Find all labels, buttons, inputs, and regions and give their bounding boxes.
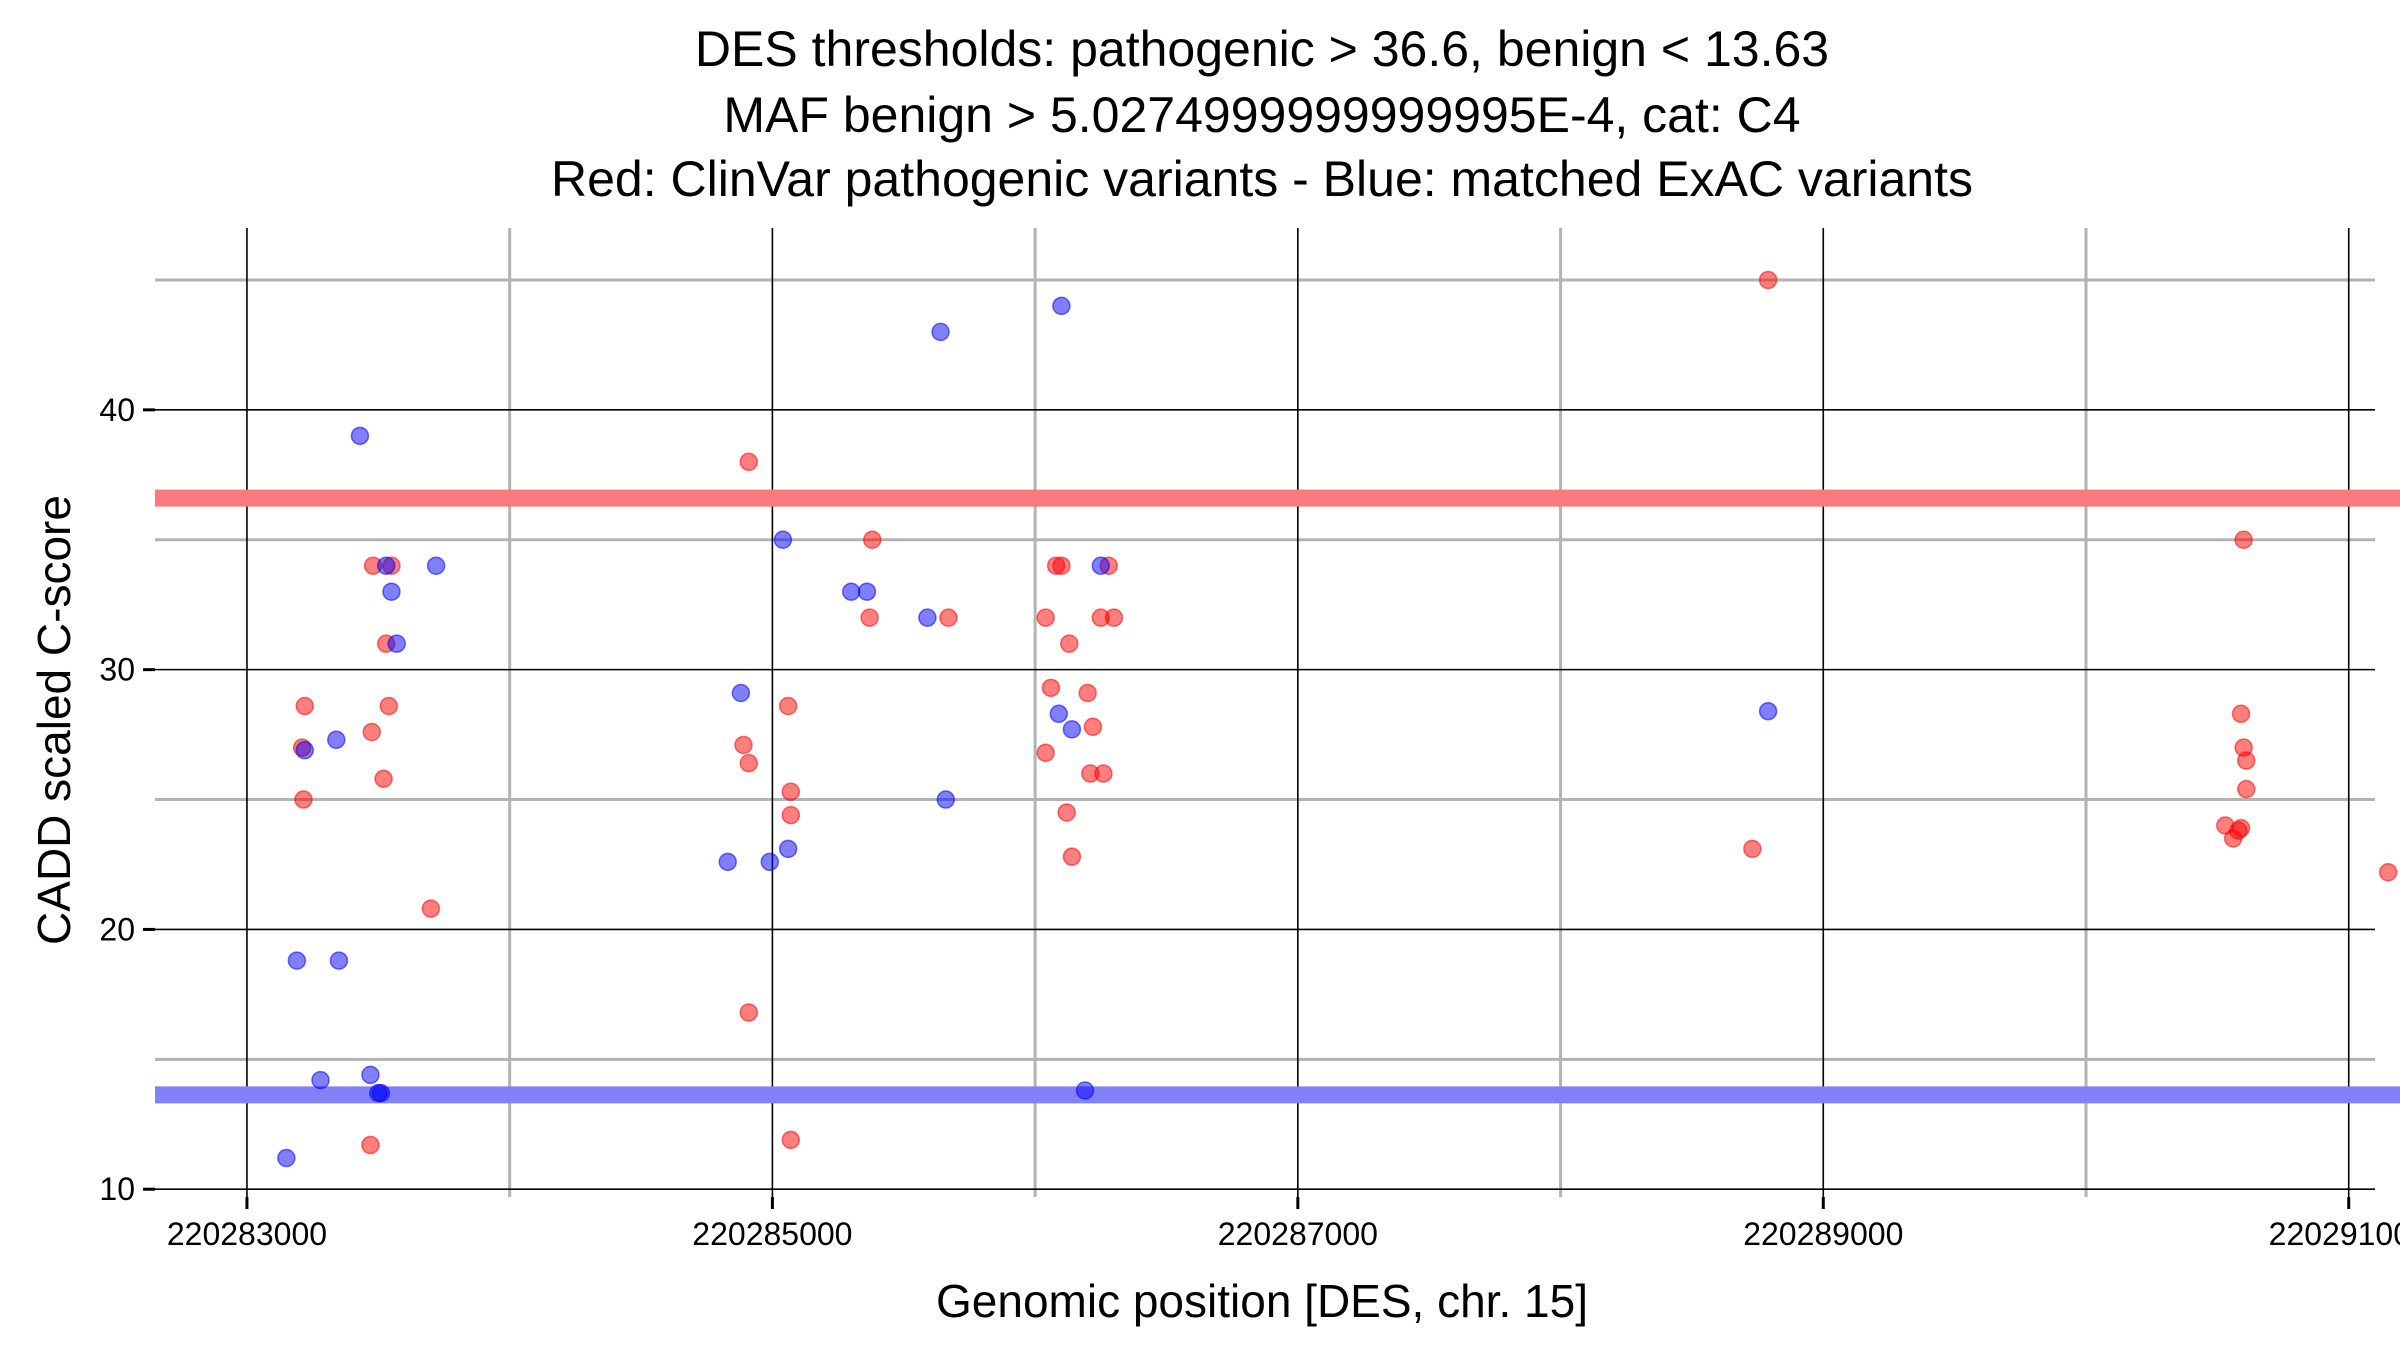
data-point bbox=[1036, 743, 1055, 763]
data-point bbox=[918, 608, 937, 627]
data-point bbox=[781, 782, 801, 801]
data-point bbox=[841, 582, 861, 601]
data-point bbox=[1094, 764, 1113, 783]
data-point bbox=[387, 634, 406, 653]
data-point bbox=[374, 769, 393, 788]
data-point bbox=[718, 852, 737, 872]
x-tick-label: 220283000 bbox=[167, 1216, 327, 1252]
data-point bbox=[773, 530, 793, 549]
data-point bbox=[939, 608, 958, 627]
y-axis-title: CADD scaled C-score bbox=[28, 495, 80, 945]
data-point bbox=[1078, 683, 1097, 703]
data-point bbox=[1049, 704, 1069, 724]
data-point bbox=[1052, 296, 1071, 316]
x-tick-label: 220285000 bbox=[692, 1216, 852, 1252]
data-point bbox=[295, 740, 315, 760]
data-point bbox=[382, 582, 401, 601]
data-point bbox=[311, 1070, 330, 1090]
y-axis: 10 20 30 40 bbox=[99, 392, 155, 1207]
data-point bbox=[1052, 556, 1071, 575]
x-tick-label: 220289000 bbox=[1743, 1216, 1903, 1252]
data-point bbox=[931, 322, 950, 342]
data-point bbox=[936, 790, 956, 809]
data-point bbox=[376, 556, 396, 575]
data-point bbox=[379, 696, 399, 716]
data-point bbox=[1060, 634, 1079, 653]
series-pathogenic bbox=[292, 270, 2398, 1155]
data-point bbox=[1075, 1081, 1095, 1100]
data-point bbox=[857, 582, 877, 601]
y-tick-label: 30 bbox=[99, 652, 135, 688]
y-tick-label: 10 bbox=[99, 1171, 135, 1207]
data-point bbox=[361, 1135, 380, 1155]
data-point bbox=[1758, 270, 1778, 290]
data-point bbox=[350, 426, 370, 446]
data-point bbox=[1104, 608, 1124, 627]
data-point bbox=[1743, 839, 1762, 859]
data-point bbox=[295, 696, 315, 716]
data-point bbox=[2234, 530, 2253, 549]
data-point bbox=[2237, 751, 2256, 770]
data-point bbox=[2229, 821, 2248, 840]
data-point bbox=[421, 899, 441, 918]
data-point bbox=[277, 1148, 296, 1168]
data-point bbox=[287, 951, 307, 970]
data-point bbox=[371, 1083, 391, 1103]
data-point bbox=[1091, 556, 1111, 575]
data-point bbox=[1062, 720, 1082, 739]
x-axis: 220283000 220285000 220287000 220289000 2202… bbox=[167, 1197, 2400, 1252]
plot-area bbox=[155, 228, 2400, 1197]
data-point bbox=[329, 951, 349, 970]
data-point bbox=[1083, 717, 1103, 737]
title-line-1: DES thresholds: pathogenic > 36.6, benig… bbox=[695, 21, 1829, 77]
data-point bbox=[778, 696, 798, 716]
data-point bbox=[361, 1065, 380, 1085]
data-point bbox=[327, 730, 346, 750]
data-point bbox=[760, 852, 780, 872]
data-point bbox=[1036, 608, 1055, 627]
data-point bbox=[1057, 803, 1076, 822]
data-point bbox=[362, 722, 381, 742]
data-point bbox=[2378, 863, 2398, 882]
data-point bbox=[739, 452, 759, 472]
data-point bbox=[294, 790, 313, 809]
x-tick-label: 220287000 bbox=[1218, 1216, 1378, 1252]
x-tick-label: 220291000 bbox=[2269, 1216, 2400, 1252]
data-point bbox=[731, 683, 751, 703]
data-point bbox=[739, 753, 759, 773]
title-line-2: MAF benign > 5.0274999999999995E-4, cat:… bbox=[723, 87, 1800, 143]
data-point bbox=[734, 735, 753, 755]
data-point bbox=[778, 839, 798, 859]
data-point bbox=[862, 530, 882, 549]
data-point bbox=[2237, 779, 2256, 799]
data-point bbox=[781, 1130, 801, 1150]
x-axis-title: Genomic position [DES, chr. 15] bbox=[936, 1275, 1588, 1327]
chart-title: DES thresholds: pathogenic > 36.6, benig… bbox=[551, 21, 1973, 207]
y-tick-label: 20 bbox=[99, 911, 135, 947]
data-point bbox=[781, 805, 801, 825]
data-point bbox=[739, 1003, 759, 1022]
y-tick-label: 40 bbox=[99, 392, 135, 428]
data-point bbox=[2231, 704, 2251, 724]
data-point bbox=[860, 608, 879, 627]
series-benign bbox=[277, 296, 1778, 1168]
data-point bbox=[1758, 701, 1778, 721]
data-point bbox=[426, 556, 446, 575]
title-line-3: Red: ClinVar pathogenic variants - Blue:… bbox=[551, 151, 1973, 207]
data-point bbox=[1041, 678, 1061, 698]
data-point bbox=[1062, 847, 1082, 866]
